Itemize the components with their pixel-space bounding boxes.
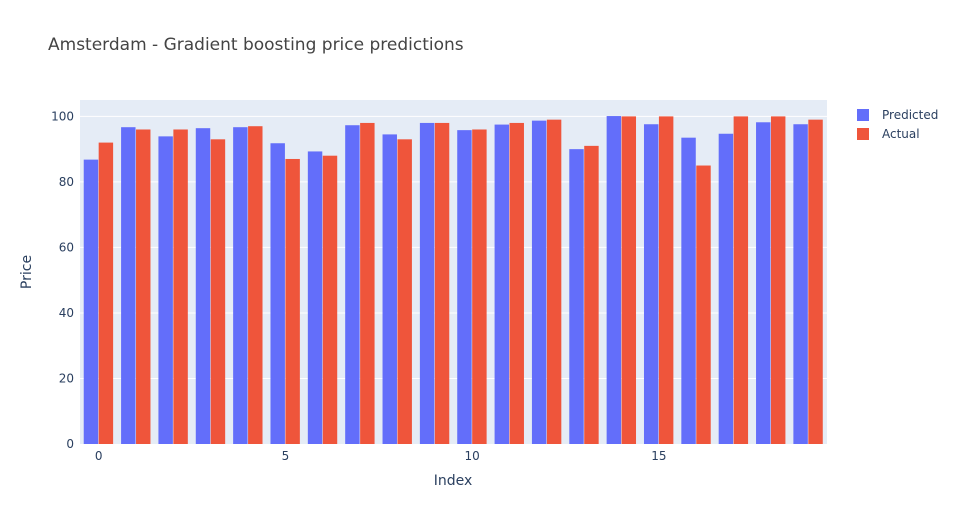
y-axis: 0 20 40 60 80 100 <box>51 109 74 451</box>
bar-actual-4[interactable] <box>248 126 263 444</box>
bar-predicted-7[interactable] <box>345 125 360 444</box>
y-tick-label: 0 <box>66 437 74 451</box>
bar-actual-19[interactable] <box>808 119 823 445</box>
bar-predicted-11[interactable] <box>494 124 510 445</box>
bar-predicted-16[interactable] <box>681 137 696 444</box>
legend-swatch <box>857 128 869 140</box>
legend[interactable]: Predicted Actual <box>857 108 938 141</box>
y-tick-label: 60 <box>59 240 74 254</box>
legend-label: Predicted <box>882 108 938 122</box>
bar-actual-17[interactable] <box>733 116 749 444</box>
bar-predicted-2[interactable] <box>158 136 173 444</box>
bar-actual-0[interactable] <box>98 142 114 445</box>
bar-predicted-14[interactable] <box>606 116 622 444</box>
bar-actual-7[interactable] <box>360 122 375 444</box>
plot-background <box>80 100 827 444</box>
bar-predicted-13[interactable] <box>569 149 584 444</box>
bar-predicted-18[interactable] <box>756 122 771 445</box>
bar-actual-5[interactable] <box>285 158 300 444</box>
y-tick-label: 80 <box>59 175 74 189</box>
legend-item-actual[interactable]: Actual <box>857 127 920 141</box>
bar-predicted-6[interactable] <box>307 151 323 444</box>
bar-predicted-19[interactable] <box>793 124 808 445</box>
bar-actual-18[interactable] <box>770 116 786 444</box>
bar-predicted-4[interactable] <box>233 127 248 444</box>
bar-actual-1[interactable] <box>136 129 151 444</box>
y-axis-label: Price <box>19 255 35 289</box>
bar-actual-10[interactable] <box>472 129 487 444</box>
legend-label: Actual <box>882 127 920 141</box>
x-tick-label: 10 <box>465 449 480 463</box>
bar-actual-14[interactable] <box>621 116 637 444</box>
bar-predicted-12[interactable] <box>531 120 547 444</box>
y-tick-label: 20 <box>59 371 74 385</box>
bar-predicted-9[interactable] <box>419 122 435 444</box>
bar-actual-13[interactable] <box>584 145 599 444</box>
bar-actual-12[interactable] <box>546 119 562 445</box>
bar-predicted-1[interactable] <box>121 127 136 444</box>
chart-title: Amsterdam - Gradient boosting price pred… <box>48 35 464 55</box>
y-tick-label: 40 <box>59 306 74 320</box>
bar-actual-8[interactable] <box>397 139 412 445</box>
legend-swatch <box>857 109 869 121</box>
bar-actual-11[interactable] <box>509 122 524 444</box>
bar-predicted-15[interactable] <box>643 124 659 445</box>
bar-predicted-3[interactable] <box>195 128 211 444</box>
bar-predicted-10[interactable] <box>457 130 472 445</box>
y-tick-label: 100 <box>51 109 74 123</box>
bar-actual-15[interactable] <box>658 116 674 444</box>
bar-predicted-5[interactable] <box>270 143 285 444</box>
bar-actual-9[interactable] <box>434 122 450 444</box>
bar-actual-2[interactable] <box>173 129 188 444</box>
x-axis-label: Index <box>434 473 473 489</box>
bars <box>83 116 823 445</box>
x-tick-label: 5 <box>282 449 290 463</box>
bar-actual-6[interactable] <box>322 155 338 444</box>
bar-actual-16[interactable] <box>696 165 711 444</box>
bar-actual-3[interactable] <box>210 139 226 445</box>
bar-predicted-17[interactable] <box>718 133 734 445</box>
bar-predicted-8[interactable] <box>382 134 397 444</box>
x-tick-label: 0 <box>95 449 103 463</box>
bar-predicted-0[interactable] <box>83 159 99 445</box>
legend-item-predicted[interactable]: Predicted <box>857 108 938 122</box>
x-tick-label: 15 <box>651 449 666 463</box>
x-axis: 0 5 10 15 <box>95 449 667 463</box>
